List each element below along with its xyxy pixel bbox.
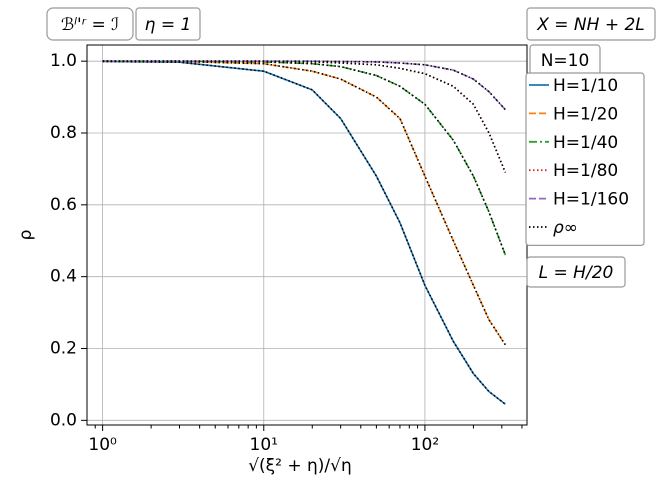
overlay-line bbox=[102, 60, 507, 256]
legend-label: H=1/80 bbox=[553, 161, 618, 181]
overlay-line bbox=[102, 60, 506, 111]
annotation: N=10 bbox=[541, 51, 590, 71]
legend-label: H=1/20 bbox=[553, 104, 618, 124]
legend-label: H=1/10 bbox=[553, 76, 618, 96]
y-tick-label: 1.0 bbox=[50, 51, 77, 71]
x-tick-label: 10¹ bbox=[250, 435, 278, 455]
data-line bbox=[102, 60, 506, 405]
overlay-line bbox=[102, 60, 507, 346]
annotation: X = NH + 2L bbox=[536, 15, 645, 35]
annotation-box bbox=[135, 7, 201, 41]
annotation-box bbox=[46, 7, 134, 41]
y-axis-label: ρ bbox=[16, 230, 36, 241]
annotation-box bbox=[526, 256, 626, 288]
annotation: L = H/20 bbox=[539, 263, 614, 283]
y-tick-label: 0.2 bbox=[50, 338, 77, 358]
y-tick-label: 0.0 bbox=[50, 410, 77, 430]
annotation: ℬˡ'ʳ = ℐ bbox=[61, 15, 119, 35]
x-tick-label: 10⁰ bbox=[88, 435, 117, 455]
annotation-box bbox=[526, 7, 656, 41]
legend-label: H=1/40 bbox=[553, 133, 618, 153]
legend-box bbox=[525, 72, 645, 246]
legend-label: ρ∞ bbox=[553, 218, 578, 238]
x-tick-label: 10² bbox=[411, 435, 439, 455]
annotation: η = 1 bbox=[145, 15, 192, 35]
y-tick-label: 0.8 bbox=[50, 123, 77, 143]
y-tick-label: 0.4 bbox=[50, 267, 77, 287]
legend-label: H=1/160 bbox=[553, 190, 629, 210]
y-tick-label: 0.6 bbox=[50, 195, 77, 215]
x-axis-label: √(ξ² + η)/√η bbox=[248, 456, 352, 476]
